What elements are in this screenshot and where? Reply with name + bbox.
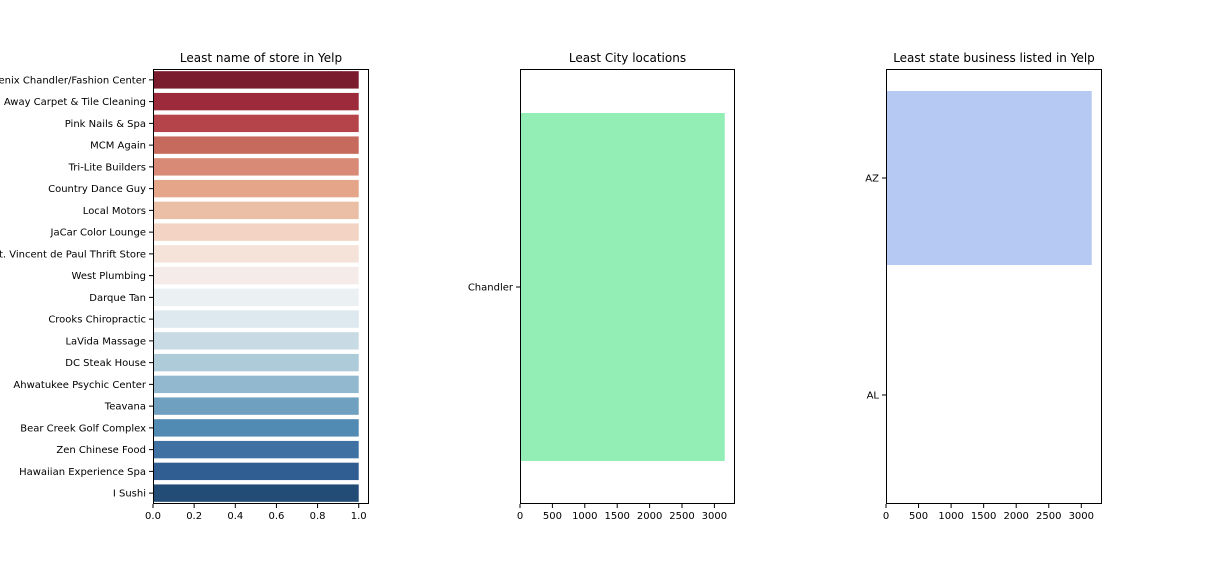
bar — [520, 113, 725, 461]
y-tick-label: AL — [867, 391, 880, 402]
chart-panel-3: AZ AL 0 500 1000 1500 2000 2500 3000 Least state … — [865, 51, 1102, 522]
bar — [153, 288, 359, 307]
y-tick-label: Away Carpet & Tile Cleaning — [4, 97, 146, 108]
x-tick-label: 2500 — [669, 511, 694, 522]
bar — [153, 419, 359, 437]
chart-title: Least City locations — [569, 51, 686, 65]
y-tick-label: Teavana — [104, 402, 146, 413]
bar — [153, 484, 359, 502]
x-tick-label: 0.4 — [227, 511, 243, 522]
x-tick-label: 0.8 — [310, 511, 326, 522]
x-tick-label: 0.0 — [145, 511, 161, 522]
bar — [153, 71, 359, 89]
bar — [153, 136, 359, 154]
y-tick-label: Crooks Chiropractic — [48, 315, 146, 326]
y-tick-label: JaCar Color Lounge — [50, 228, 146, 239]
y-tick-label: St. Vincent de Paul Thrift Store — [0, 249, 146, 260]
x-tick-label: 3000 — [1069, 511, 1094, 522]
y-tick-label: Country Dance Guy — [48, 184, 146, 195]
bar — [153, 440, 359, 459]
y-tick-label: Ahwatukee Psychic Center — [13, 380, 146, 391]
x-tick-label: 0 — [517, 511, 523, 522]
y-tick-label: Bear Creek Golf Complex — [20, 423, 146, 434]
x-tick-label: 1500 — [604, 511, 629, 522]
x-tick-label: 0 — [883, 511, 889, 522]
bar — [153, 245, 359, 263]
bar — [886, 91, 1092, 265]
y-tick-label: MCM Again — [90, 141, 146, 152]
chart-panel-1: Phoenix Chandler/Fashion Center Away Carp… — [0, 51, 369, 522]
bar — [153, 310, 359, 328]
x-tick-label: 2500 — [1036, 511, 1061, 522]
bar — [153, 223, 359, 241]
y-tick-label: Chandler — [468, 283, 514, 294]
x-tick-label: 500 — [543, 511, 562, 522]
bar — [153, 158, 359, 176]
x-tick-label: 0.6 — [268, 511, 284, 522]
x-tick-label: 1.0 — [351, 511, 367, 522]
y-tick-label: West Plumbing — [72, 271, 146, 282]
y-tick-label: Darque Tan — [89, 293, 146, 304]
axes-frame — [520, 69, 735, 504]
chart-title: Least state business listed in Yelp — [893, 51, 1095, 65]
bar — [153, 353, 359, 372]
x-tick-label: 2000 — [637, 511, 662, 522]
axes-frame — [886, 69, 1102, 504]
x-tick-label: 0.2 — [186, 511, 202, 522]
bar — [153, 179, 359, 198]
chart-panel-2: Chandler 0 500 1000 1500 2000 2500 3000 Least Ci… — [468, 51, 735, 522]
bar — [153, 114, 359, 133]
bar — [153, 332, 359, 350]
bar — [153, 266, 359, 285]
y-tick-label: AZ — [865, 174, 879, 185]
y-tick-label: I Sushi — [113, 489, 146, 500]
y-tick-label: Phoenix Chandler/Fashion Center — [0, 75, 147, 86]
y-tick-label: Hawaiian Experience Spa — [19, 467, 146, 478]
bar — [153, 397, 359, 415]
x-tick-label: 2000 — [1003, 511, 1028, 522]
bar — [153, 201, 359, 220]
x-tick-label: 1000 — [572, 511, 597, 522]
y-tick-label: DC Steak House — [65, 358, 146, 369]
x-tick-label: 500 — [909, 511, 928, 522]
y-tick-label: LaVida Massage — [65, 336, 146, 347]
y-tick-label: Pink Nails & Spa — [65, 119, 146, 130]
x-tick-label: 3000 — [702, 511, 727, 522]
bar — [153, 375, 359, 394]
y-tick-label: Tri-Lite Builders — [68, 162, 146, 173]
bar — [153, 92, 359, 111]
axes-frame — [153, 69, 369, 504]
x-tick-label: 1500 — [971, 511, 996, 522]
x-tick-label: 1000 — [938, 511, 963, 522]
bar — [153, 462, 359, 481]
y-tick-label: Local Motors — [83, 206, 146, 217]
chart-title: Least name of store in Yelp — [180, 51, 342, 65]
y-tick-label: Zen Chinese Food — [56, 445, 146, 456]
